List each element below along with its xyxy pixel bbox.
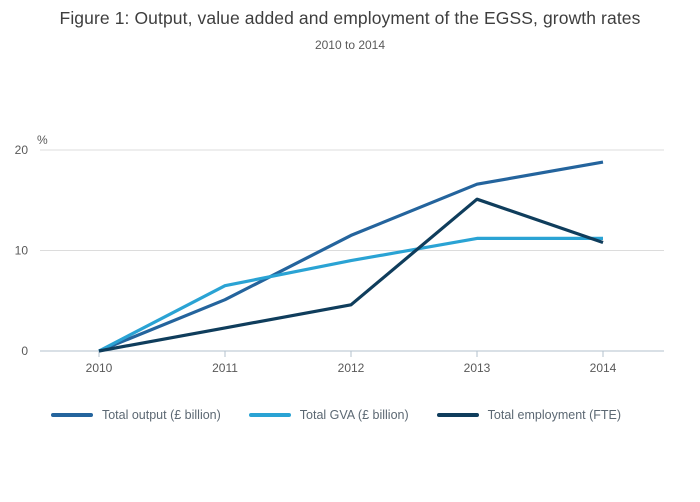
x-tick-label: 2012 — [338, 361, 365, 375]
legend-swatch-icon — [436, 413, 479, 417]
y-axis-unit-label: % — [37, 133, 48, 147]
chart-plot-area: 0 10 20% 2010 2011 2012 2013 2014 — [15, 133, 664, 375]
legend-swatch-icon — [50, 413, 93, 417]
legend-item-2[interactable]: Total employment (FTE) — [436, 408, 622, 422]
x-tick-label: 2011 — [212, 361, 238, 375]
series-line-2 — [98, 197, 604, 353]
legend-item-1[interactable]: Total GVA (£ billion) — [248, 408, 409, 422]
series-line-0 — [98, 160, 604, 353]
y-tick-label: 0 — [21, 344, 28, 358]
x-tick-label: 2013 — [464, 361, 491, 375]
legend-label: Total employment (FTE) — [487, 408, 622, 422]
chart-legend: Total output (£ billion) Total GVA (£ bil… — [0, 408, 686, 422]
y-tick-label: 20 — [15, 143, 29, 157]
legend-item-0[interactable]: Total output (£ billion) — [50, 408, 221, 422]
x-tick-label: 2014 — [590, 361, 617, 375]
series-line-1 — [98, 236, 603, 353]
legend-swatch-icon — [248, 413, 291, 417]
legend-label: Total output (£ billion) — [101, 408, 221, 422]
legend-label: Total GVA (£ billion) — [299, 408, 409, 422]
y-tick-label: 10 — [15, 244, 29, 258]
figure-subtitle: 2010 to 2014 — [314, 38, 386, 52]
figure-title: Figure 1: Output, value added and employ… — [59, 8, 641, 28]
x-tick-label: 2010 — [86, 361, 113, 375]
